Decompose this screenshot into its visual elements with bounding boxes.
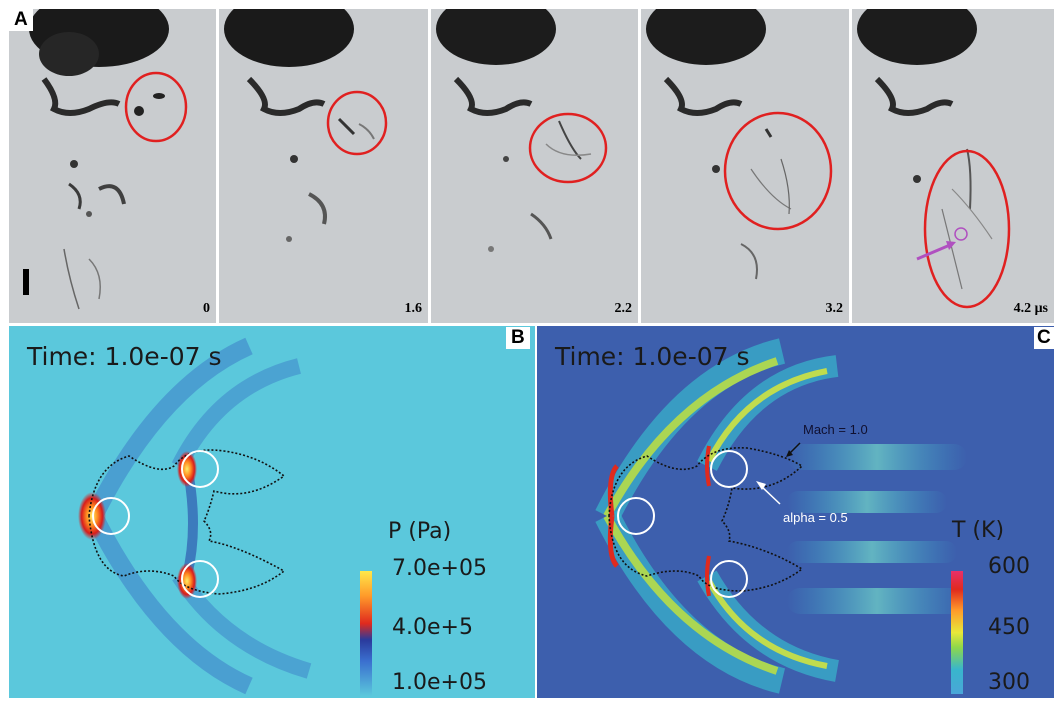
colorbar-tick-mid: 4.0e+5 [392, 615, 473, 640]
temperature-field-panel: Time: 1.0e-07 s Mach = 1.0 alpha = 0.5 T… [537, 326, 1054, 698]
frame-time-label: 3.2 [825, 301, 844, 316]
photo-frame-1: 1.6 [219, 9, 428, 323]
alpha-annotation: alpha = 0.5 [783, 510, 848, 525]
colorbar-tick-max: 600 [988, 554, 1030, 579]
frame-time-label: 2.2 [614, 301, 633, 316]
pressure-colorbar [360, 571, 372, 696]
frame-time-label: 1.6 [404, 301, 423, 316]
scale-bar [23, 269, 29, 295]
colorbar-tick-mid: 450 [988, 615, 1030, 640]
photo-frame-3: 3.2 [641, 9, 849, 323]
panel-label-b: B [506, 327, 530, 349]
temperature-colorbar [951, 571, 963, 694]
frame-time-label: 4.2 μs [1013, 301, 1048, 316]
photo-frame-4: 4.2 μs [852, 9, 1054, 323]
photo-frame-0: 0 [9, 9, 216, 323]
colorbar-tick-min: 300 [988, 670, 1030, 695]
mach-annotation: Mach = 1.0 [803, 422, 868, 437]
colorbar-title: T (K) [952, 518, 1005, 543]
colorbar-tick-min: 1.0e+05 [392, 670, 487, 695]
panel-label-c: C [1034, 327, 1054, 349]
pressure-field-panel: Time: 1.0e-07 s P (Pa) 7.0e+05 4.0e+5 1.… [9, 326, 535, 698]
time-title: Time: 1.0e-07 s [27, 342, 222, 371]
colorbar-title: P (Pa) [388, 519, 452, 544]
frame-time-label: 0 [203, 301, 210, 316]
photo-frame-2: 2.2 [431, 9, 638, 323]
time-title: Time: 1.0e-07 s [555, 342, 750, 371]
panel-label-a: A [9, 9, 33, 31]
colorbar-tick-max: 7.0e+05 [392, 556, 487, 581]
